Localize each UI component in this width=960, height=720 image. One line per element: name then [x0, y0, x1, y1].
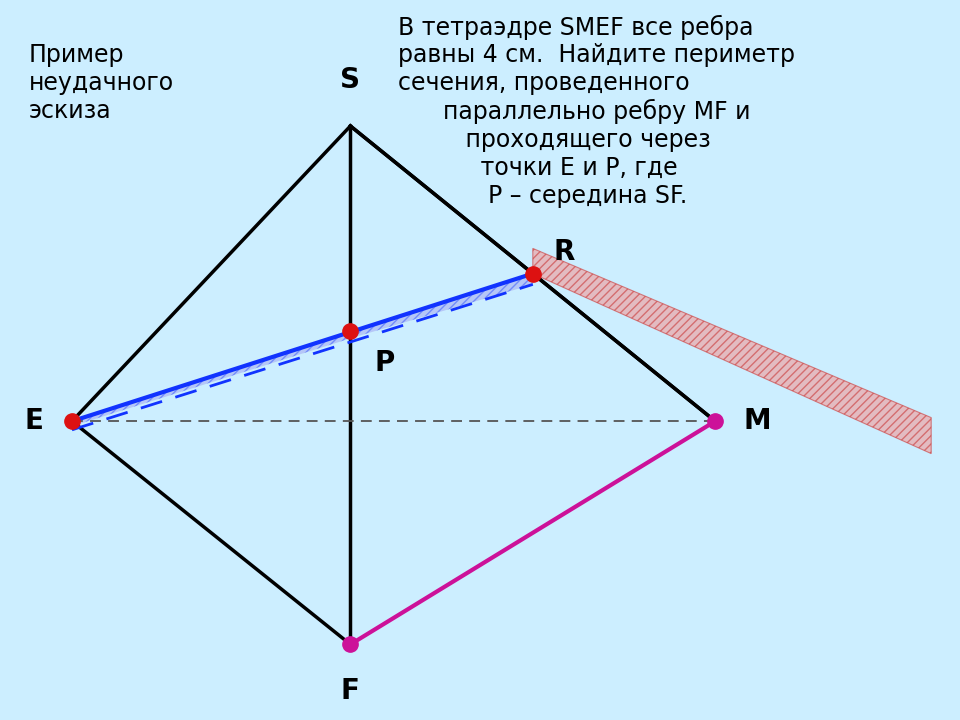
Text: R: R — [554, 238, 575, 266]
Text: В тетраэдре SMEF все ребра
равны 4 см.  Найдите периметр
сечения, проведенного
 : В тетраэдре SMEF все ребра равны 4 см. Н… — [398, 14, 796, 207]
Text: S: S — [341, 66, 360, 94]
Text: M: M — [744, 408, 772, 435]
Polygon shape — [72, 274, 533, 426]
Text: F: F — [341, 677, 360, 705]
Text: Пример
неудачного
эскиза: Пример неудачного эскиза — [29, 43, 174, 123]
Text: E: E — [24, 408, 43, 435]
Polygon shape — [533, 248, 931, 454]
Text: P: P — [374, 349, 395, 377]
